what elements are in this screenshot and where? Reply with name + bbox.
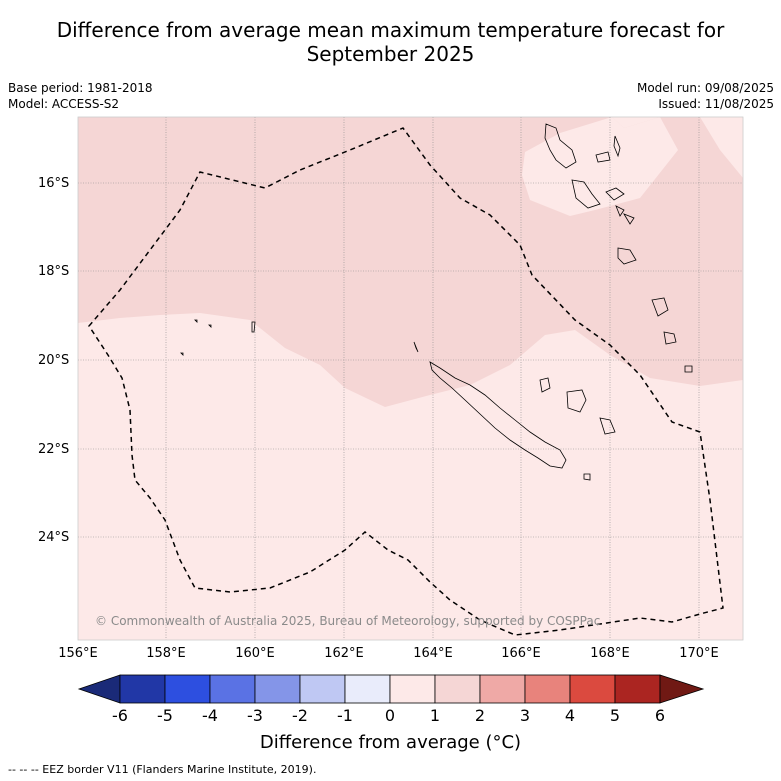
colorbar-tick: 0: [384, 706, 396, 725]
colorbar-segment--6: [119, 674, 166, 704]
colorbar-tick: -4: [202, 706, 218, 725]
lon-label: 160°E: [235, 646, 275, 661]
title-line-2: September 2025: [306, 42, 475, 66]
colorbar-segment-3: [524, 674, 571, 704]
colorbar-segment--1: [344, 674, 391, 704]
colorbar-segment-0: [389, 674, 436, 704]
meta-left: Base period: 1981-2018 Model: ACCESS-S2: [8, 80, 153, 112]
lon-label: 162°E: [324, 646, 364, 661]
colorbar-segment-5: [614, 674, 661, 704]
colorbar-tick: -6: [112, 706, 128, 725]
colorbar-title: Difference from average (°C): [259, 732, 522, 753]
eez-footnote: -- -- -- EEZ border V11 (Flanders Marine…: [8, 763, 317, 776]
light-patch-corner: [700, 117, 743, 178]
colorbar-segment--5: [164, 674, 211, 704]
copyright-text: © Commonwealth of Australia 2025, Bureau…: [95, 614, 601, 628]
new-caledonia-island: [429, 361, 567, 469]
lon-label: 156°E: [58, 646, 98, 661]
lat-label: 18°S: [38, 264, 70, 279]
colorbar-tick: -2: [292, 706, 308, 725]
light-patch-vanuatu: [522, 117, 678, 216]
lat-label: 16°S: [38, 176, 70, 191]
colorbar: [77, 674, 705, 704]
lon-label: 166°E: [501, 646, 541, 661]
colorbar-tick: -3: [247, 706, 263, 725]
colorbar-tick: -1: [337, 706, 353, 725]
colorbar-segment--3: [254, 674, 301, 704]
lon-label: 158°E: [146, 646, 186, 661]
chart-title: Difference from average mean maximum tem…: [0, 18, 781, 66]
base-period-text: Base period: 1981-2018: [8, 81, 153, 95]
map-frame: [77, 116, 744, 641]
colorbar-tick: 6: [654, 706, 666, 725]
colorbar-tick: 4: [564, 706, 576, 725]
loyalty-islands: [539, 377, 616, 435]
colorbar-tick: -5: [157, 706, 173, 725]
colorbar-tick: 5: [609, 706, 621, 725]
colorbar-tick: 2: [474, 706, 486, 725]
belep-islands: [413, 341, 419, 353]
model-run-text: Model run: 09/08/2025: [636, 81, 774, 95]
lat-label: 22°S: [38, 442, 70, 457]
colorbar-tick: 1: [429, 706, 441, 725]
colorbar-segment-2: [479, 674, 526, 704]
gridlines: [78, 117, 743, 640]
colorbar-tick: 3: [519, 706, 531, 725]
title-line-1: Difference from average mean maximum tem…: [56, 18, 725, 42]
colorbar-segment-1: [434, 674, 481, 704]
issued-text: Issued: 11/08/2025: [658, 97, 774, 111]
colorbar-segment-4: [569, 674, 616, 704]
meta-right: Model run: 09/08/2025 Issued: 11/08/2025: [637, 80, 774, 112]
lat-label: 24°S: [38, 530, 70, 545]
colorbar-arrow-high: [659, 674, 705, 704]
lon-label: 164°E: [413, 646, 453, 661]
vanuatu-islands: [544, 123, 693, 373]
eez-border: [88, 127, 724, 636]
isle-of-pines: [583, 473, 591, 481]
colorbar-segment--4: [209, 674, 256, 704]
colorbar-segment--2: [299, 674, 346, 704]
model-text: Model: ACCESS-S2: [8, 97, 120, 111]
small-islets: [180, 319, 256, 356]
colorbar-arrow-low: [77, 674, 121, 704]
lon-label: 170°E: [679, 646, 719, 661]
lat-label: 20°S: [38, 353, 70, 368]
lon-label: 168°E: [590, 646, 630, 661]
